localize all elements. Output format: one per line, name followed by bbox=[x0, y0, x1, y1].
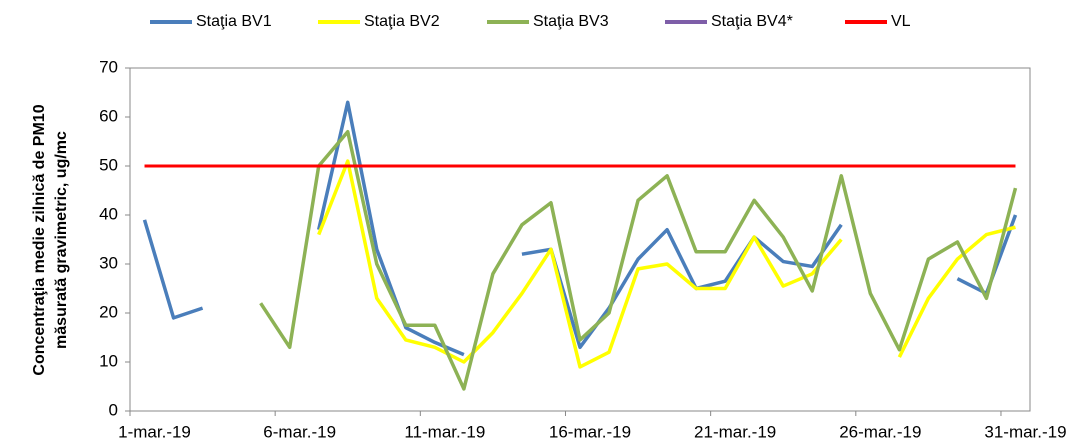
series-line bbox=[317, 159, 843, 369]
series-line bbox=[521, 223, 843, 350]
y-tick-label: 20 bbox=[99, 302, 118, 321]
series-line bbox=[897, 225, 1016, 358]
x-tick-label: 21-mar.-19 bbox=[694, 422, 776, 441]
y-tick-label: 40 bbox=[99, 204, 118, 223]
y-tick-label: 10 bbox=[99, 351, 118, 370]
y-tick-label: 60 bbox=[99, 106, 118, 125]
x-tick-label: 31-mar.-19 bbox=[984, 422, 1066, 441]
x-tick-label: 16-mar.-19 bbox=[549, 422, 631, 441]
y-tick-label: 0 bbox=[109, 400, 118, 419]
x-tick-label: 26-mar.-19 bbox=[839, 422, 921, 441]
y-tick-label: 30 bbox=[99, 253, 118, 272]
y-axis-label: Concentraţia medie zilnică de PM10 bbox=[31, 104, 48, 375]
plot-area bbox=[129, 67, 1031, 412]
series-line bbox=[317, 100, 465, 357]
legend-label: Staţia BV3 bbox=[533, 13, 609, 30]
legend-label: Staţia BV1 bbox=[196, 13, 272, 30]
legend-label: Staţia BV4* bbox=[711, 13, 793, 30]
y-axis-label: măsurată gravimetric, ug/mc bbox=[53, 131, 70, 349]
y-tick-label: 70 bbox=[99, 57, 118, 76]
series-line bbox=[142, 219, 204, 320]
x-tick-label: 1-mar.-19 bbox=[118, 422, 191, 441]
legend-label: VL bbox=[891, 13, 911, 30]
y-tick-label: 50 bbox=[99, 155, 118, 174]
series-line bbox=[259, 129, 1018, 391]
legend-label: Staţia BV2 bbox=[364, 13, 440, 30]
x-tick-label: 11-mar.-19 bbox=[404, 422, 485, 441]
x-tick-label: 6-mar.-19 bbox=[263, 422, 336, 441]
